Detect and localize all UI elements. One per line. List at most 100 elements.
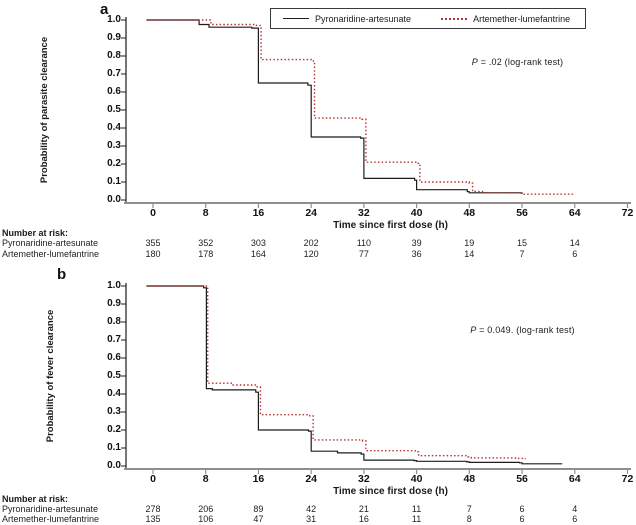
y-tick-label: 0.2 bbox=[107, 158, 121, 169]
km-curve-artemether-lumefantrine bbox=[146, 285, 526, 460]
y-tick-label: 0.4 bbox=[107, 122, 121, 133]
x-tick-label: 56 bbox=[516, 207, 528, 219]
y-tick-label: 0.3 bbox=[107, 140, 121, 151]
risk-count: 6 bbox=[572, 514, 578, 524]
risk-count: 202 bbox=[303, 238, 319, 248]
y-tick-label: 0.1 bbox=[107, 442, 121, 453]
legend: Pyronaridine-artesunate Artemether-lumef… bbox=[270, 8, 586, 29]
risk-count: 14 bbox=[464, 249, 475, 259]
x-tick-label: 72 bbox=[621, 207, 634, 219]
x-tick-label: 16 bbox=[252, 473, 265, 485]
x-tick-label: 24 bbox=[305, 207, 317, 219]
y-tick-label: 0.5 bbox=[107, 370, 121, 381]
risk-count: 77 bbox=[358, 249, 369, 259]
risk-count: 36 bbox=[411, 249, 422, 259]
risk-count: 42 bbox=[306, 504, 317, 514]
y-tick-label: 0.4 bbox=[107, 388, 121, 399]
panel-a-letter: a bbox=[100, 1, 109, 18]
pvalue-text: = 0.049. (log-rank test) bbox=[476, 325, 575, 335]
risk-count: 110 bbox=[356, 238, 372, 248]
risk-count: 4 bbox=[572, 504, 578, 514]
x-tick-label: 24 bbox=[305, 473, 317, 485]
y-tick-label: 0.9 bbox=[107, 32, 121, 43]
risk-count: 180 bbox=[145, 249, 161, 259]
km-curve-pyronaridine-artesunate bbox=[146, 285, 563, 465]
panel-a-risk-row-label-1: Pyronaridine-artesunate bbox=[2, 238, 99, 248]
y-tick-label: 1.0 bbox=[107, 14, 121, 25]
risk-count: 120 bbox=[303, 249, 319, 259]
risk-count: 6 bbox=[519, 504, 525, 514]
risk-count: 278 bbox=[145, 504, 161, 514]
pvalue-text: = .02 (log-rank test) bbox=[478, 57, 564, 67]
risk-count: 16 bbox=[358, 514, 369, 524]
risk-count: 206 bbox=[198, 504, 214, 514]
x-tick-label: 8 bbox=[202, 207, 209, 219]
pvalue-symbol: P bbox=[471, 57, 478, 67]
risk-count: 39 bbox=[411, 238, 422, 248]
x-tick-label: 48 bbox=[463, 473, 476, 485]
risk-count: 8 bbox=[466, 514, 472, 524]
risk-count: 6 bbox=[572, 249, 578, 259]
x-tick-label: 16 bbox=[252, 207, 265, 219]
y-tick-label: 1.0 bbox=[107, 280, 121, 291]
risk-count: 47 bbox=[253, 514, 264, 524]
panel-b-number-at-risk-label: Number at risk: bbox=[2, 494, 69, 504]
risk-count: 11 bbox=[411, 504, 422, 514]
x-tick-label: 0 bbox=[150, 207, 156, 219]
panel-b-letter: b bbox=[57, 266, 67, 283]
panel-b-risk-row-label-2: Artemether-lumefantrine bbox=[2, 514, 100, 524]
risk-count: 11 bbox=[411, 514, 422, 524]
panel-a-y-axis-title: Probability of parasite clearance bbox=[39, 36, 50, 184]
x-tick-label: 72 bbox=[621, 473, 634, 485]
panel-a-pvalue: P = .02 (log-rank test) bbox=[430, 57, 605, 67]
panel-b-y-axis-title: Probability of fever clearance bbox=[45, 309, 56, 443]
y-tick-label: 0.3 bbox=[107, 406, 121, 417]
x-tick-label: 40 bbox=[410, 207, 423, 219]
y-tick-label: 0.7 bbox=[107, 334, 121, 345]
panel-a-x-axis-title: Time since first dose (h) bbox=[333, 220, 448, 231]
legend-label-artemether: Artemether-lumefantrine bbox=[473, 13, 571, 24]
risk-count: 352 bbox=[198, 238, 214, 248]
panel-b-risk-row-label-1: Pyronaridine-artesunate bbox=[2, 504, 99, 514]
km-curve-artemether-lumefantrine bbox=[146, 19, 576, 195]
x-tick-label: 40 bbox=[410, 473, 423, 485]
y-tick-label: 0.8 bbox=[107, 50, 121, 61]
risk-count: 14 bbox=[569, 238, 580, 248]
risk-count: 31 bbox=[306, 514, 317, 524]
risk-count: 303 bbox=[250, 238, 266, 248]
panel-a-risk-row-label-2: Artemether-lumefantrine bbox=[2, 249, 100, 259]
risk-count: 164 bbox=[250, 249, 266, 259]
x-tick-label: 56 bbox=[516, 473, 528, 485]
risk-count: 7 bbox=[466, 504, 472, 514]
x-tick-label: 8 bbox=[202, 473, 209, 485]
x-tick-label: 64 bbox=[568, 473, 581, 485]
y-tick-label: 0.6 bbox=[107, 86, 121, 97]
y-tick-label: 0.0 bbox=[107, 194, 121, 205]
risk-count: 19 bbox=[464, 238, 475, 248]
risk-count: 135 bbox=[145, 514, 161, 524]
panel-b-pvalue: P = 0.049. (log-rank test) bbox=[435, 325, 610, 335]
y-tick-label: 0.2 bbox=[107, 424, 121, 435]
risk-count: 355 bbox=[145, 238, 161, 248]
x-tick-label: 64 bbox=[568, 207, 581, 219]
y-tick-label: 0.9 bbox=[107, 298, 121, 309]
km-curve-pyronaridine-artesunate bbox=[146, 19, 523, 194]
risk-count: 6 bbox=[519, 514, 525, 524]
y-tick-label: 0.5 bbox=[107, 104, 121, 115]
y-tick-label: 0.1 bbox=[107, 176, 121, 187]
y-tick-label: 0.0 bbox=[107, 460, 121, 471]
risk-count: 21 bbox=[358, 504, 369, 514]
y-tick-label: 0.6 bbox=[107, 352, 121, 363]
risk-count: 7 bbox=[519, 249, 525, 259]
risk-count: 89 bbox=[253, 504, 264, 514]
y-tick-label: 0.8 bbox=[107, 316, 121, 327]
x-tick-label: 0 bbox=[150, 473, 156, 485]
y-tick-label: 0.7 bbox=[107, 68, 121, 79]
legend-solid-line-icon bbox=[283, 18, 309, 19]
x-tick-label: 32 bbox=[358, 207, 370, 219]
x-tick-label: 48 bbox=[463, 207, 476, 219]
risk-count: 15 bbox=[517, 238, 528, 248]
risk-count: 178 bbox=[198, 249, 214, 259]
risk-count: 106 bbox=[198, 514, 214, 524]
